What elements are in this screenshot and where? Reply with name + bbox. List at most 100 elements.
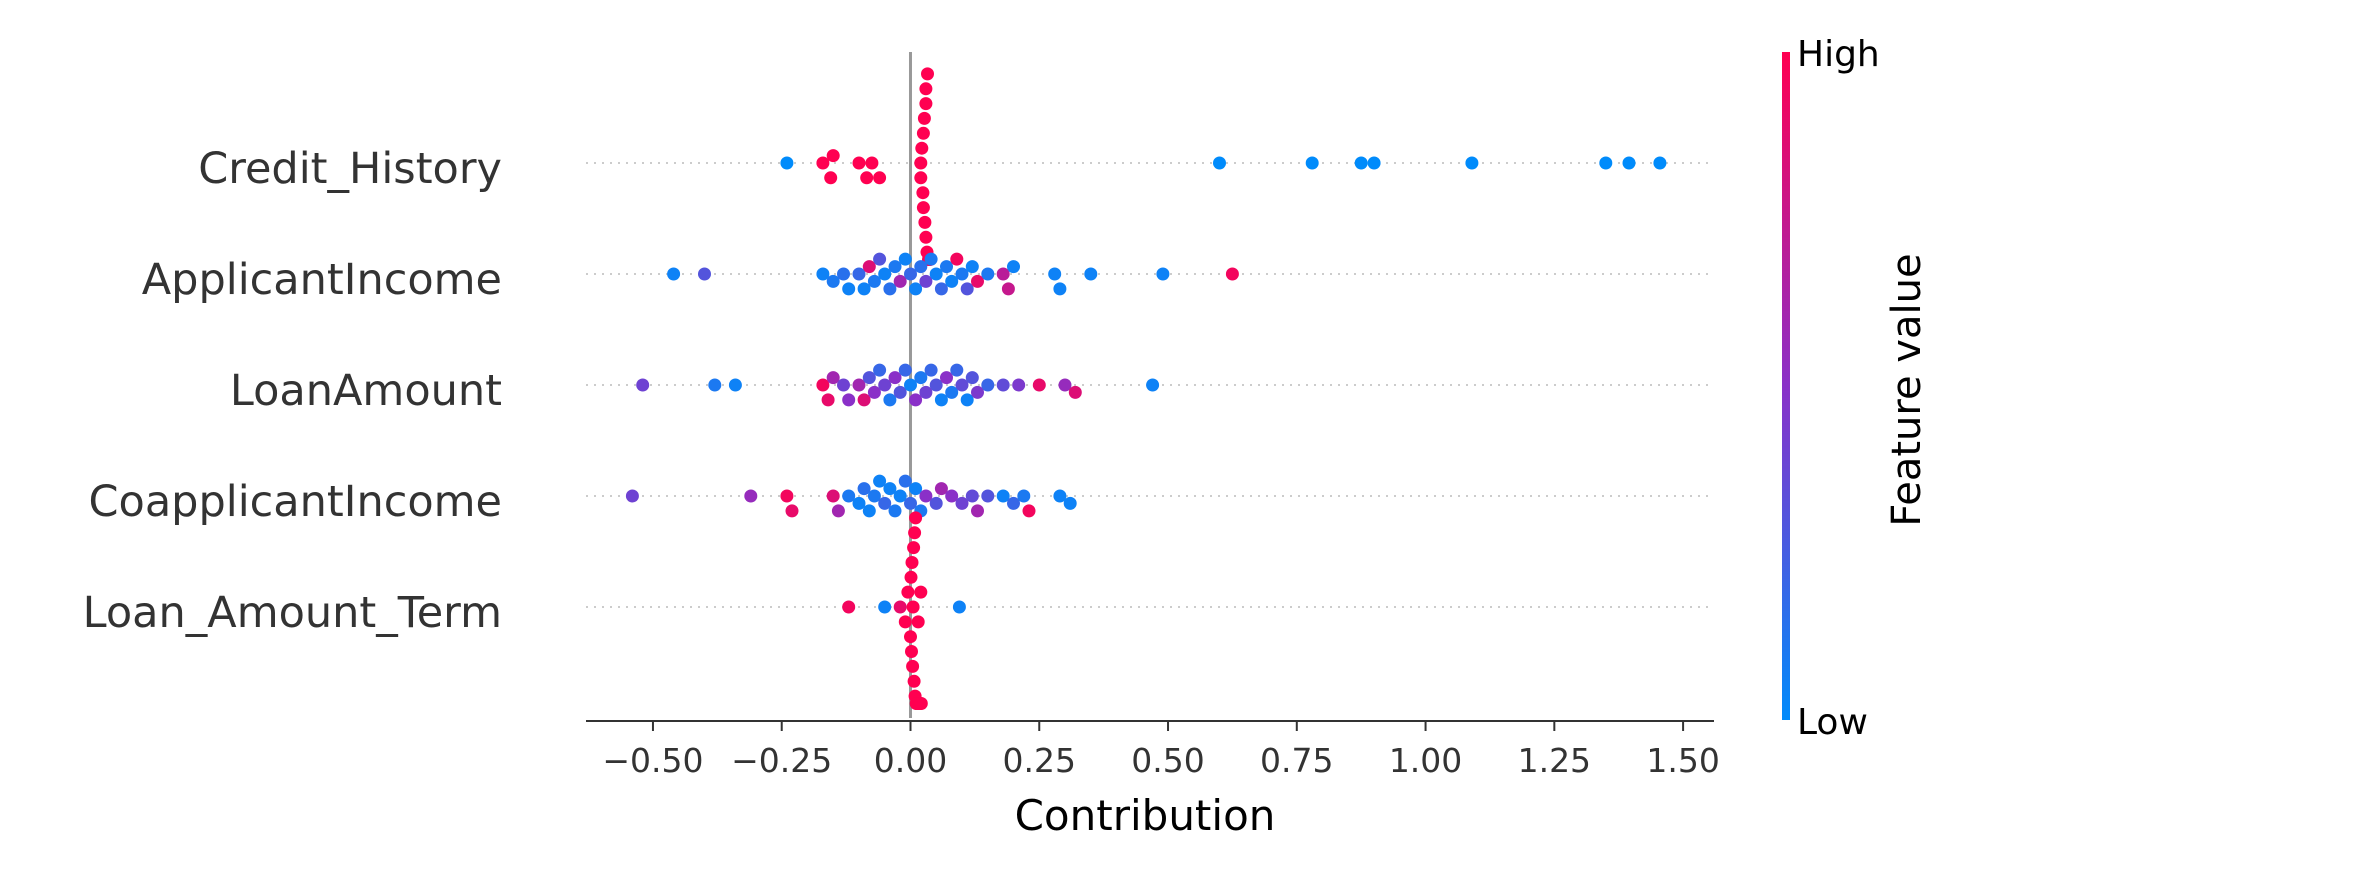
data-point-loan-amount-term bbox=[909, 511, 923, 525]
x-axis-ticks: −0.50 −0.25 0.00 0.25 0.50 0.75 1.00 1.25 1.50 bbox=[602, 721, 1720, 780]
data-point-loanamount bbox=[945, 385, 959, 399]
data-point-credit-history bbox=[1213, 156, 1226, 170]
data-point-credit-history bbox=[816, 156, 830, 170]
data-point-coapplicantincome bbox=[893, 489, 907, 503]
data-point-credit-history bbox=[873, 171, 887, 185]
data-point-applicantincome bbox=[842, 282, 856, 296]
data-point-loanamount bbox=[708, 378, 722, 392]
data-point-credit-history bbox=[914, 156, 928, 170]
data-point-coapplicantincome bbox=[826, 489, 840, 503]
data-point-credit-history bbox=[860, 171, 874, 185]
data-point-loanamount bbox=[960, 393, 974, 407]
data-point-loanamount bbox=[878, 378, 892, 392]
x-axis-title: Contribution bbox=[1015, 791, 1276, 840]
data-point-coapplicantincome bbox=[625, 489, 639, 503]
data-point-loanamount bbox=[914, 371, 928, 385]
data-point-loanamount bbox=[1032, 378, 1046, 392]
data-point-applicantincome bbox=[965, 260, 979, 274]
data-point-credit-history bbox=[919, 82, 933, 96]
colorbar-high-label: High bbox=[1797, 34, 1880, 75]
data-point-loanamount bbox=[857, 393, 871, 407]
data-point-applicantincome bbox=[945, 274, 959, 288]
data-point-applicantincome bbox=[826, 274, 840, 288]
data-point-coapplicantincome bbox=[1017, 489, 1031, 503]
feature-label-credit-history: Credit_History bbox=[198, 144, 502, 194]
data-point-applicantincome bbox=[924, 252, 938, 266]
data-point-coapplicantincome bbox=[867, 489, 881, 503]
data-point-loanamount bbox=[821, 393, 835, 407]
colorbar bbox=[1782, 52, 1790, 720]
data-point-coapplicantincome bbox=[934, 482, 948, 496]
data-point-credit-history bbox=[824, 171, 838, 185]
feature-label-applicant-income: ApplicantIncome bbox=[142, 255, 502, 305]
data-point-credit-history bbox=[919, 230, 933, 244]
data-point-loanamount bbox=[940, 371, 953, 385]
data-point-coapplicantincome bbox=[965, 489, 979, 503]
data-point-loan-amount-term bbox=[914, 697, 928, 710]
data-point-loanamount bbox=[965, 371, 979, 385]
data-point-applicantincome bbox=[893, 274, 907, 288]
data-point-coapplicantincome bbox=[1022, 504, 1036, 518]
x-tick-label: 1.00 bbox=[1389, 741, 1462, 780]
data-point-loan-amount-term bbox=[905, 556, 919, 569]
data-point-credit-history bbox=[1305, 156, 1319, 170]
data-point-applicantincome bbox=[960, 282, 974, 296]
colorbar-low-label: Low bbox=[1797, 702, 1868, 743]
data-point-credit-history bbox=[1653, 156, 1667, 170]
data-point-credit-history bbox=[916, 201, 930, 215]
data-point-loanamount bbox=[867, 385, 881, 399]
x-tick-label: 0.00 bbox=[874, 741, 947, 780]
data-point-applicantincome bbox=[883, 282, 897, 296]
data-point-applicantincome bbox=[981, 267, 995, 281]
data-point-applicantincome bbox=[857, 282, 871, 296]
data-point-credit-history bbox=[852, 156, 866, 170]
data-point-loan-amount-term bbox=[905, 645, 918, 658]
data-point-applicantincome bbox=[940, 260, 953, 274]
data-point-loan-amount-term bbox=[907, 674, 921, 688]
data-point-applicantincome bbox=[898, 252, 912, 266]
data-point-loan-amount-term bbox=[878, 600, 892, 614]
data-point-loan-amount-term bbox=[898, 615, 912, 629]
data-point-applicantincome bbox=[934, 282, 948, 296]
data-point-applicantincome bbox=[867, 274, 881, 288]
x-tick-label: 0.75 bbox=[1260, 741, 1333, 780]
data-point-applicantincome bbox=[1053, 282, 1067, 296]
data-point-loan-amount-term bbox=[914, 585, 928, 599]
data-point-loanamount bbox=[816, 378, 830, 392]
data-point-credit-history bbox=[1599, 156, 1613, 170]
data-point-loanamount bbox=[873, 363, 887, 377]
data-point-applicantincome bbox=[873, 252, 887, 266]
data-point-loanamount bbox=[934, 393, 948, 407]
data-point-coapplicantincome bbox=[857, 482, 871, 496]
data-point-credit-history bbox=[921, 67, 934, 81]
data-point-coapplicantincome bbox=[996, 489, 1010, 503]
data-point-loanamount bbox=[924, 363, 938, 377]
data-point-credit-history bbox=[915, 141, 929, 155]
data-point-loan-amount-term bbox=[908, 526, 922, 540]
data-point-applicantincome bbox=[862, 260, 876, 274]
data-point-applicantincome bbox=[667, 267, 681, 281]
data-point-coapplicantincome bbox=[785, 504, 799, 518]
data-point-loanamount bbox=[862, 371, 876, 385]
data-point-coapplicantincome bbox=[945, 489, 959, 503]
data-point-applicantincome bbox=[888, 260, 902, 274]
data-point-applicantincome bbox=[852, 267, 866, 281]
data-point-coapplicantincome bbox=[1007, 496, 1020, 510]
data-point-applicantincome bbox=[1225, 267, 1239, 281]
data-point-coapplicantincome bbox=[898, 474, 912, 488]
feature-label-loan-amount: LoanAmount bbox=[230, 366, 502, 416]
data-point-applicantincome bbox=[1007, 260, 1020, 274]
data-point-loanamount bbox=[1146, 378, 1160, 392]
data-point-loanamount bbox=[971, 385, 984, 399]
x-tick-label: −0.50 bbox=[602, 741, 703, 780]
x-tick-label: 0.50 bbox=[1131, 741, 1204, 780]
data-point-loan-amount-term bbox=[904, 570, 918, 584]
data-point-applicantincome bbox=[1156, 267, 1170, 281]
data-point-loanamount bbox=[728, 378, 742, 392]
data-point-credit-history bbox=[917, 111, 931, 125]
data-point-loanamount bbox=[636, 378, 650, 392]
data-point-credit-history bbox=[916, 126, 930, 140]
x-tick-label: −0.25 bbox=[731, 741, 832, 780]
data-point-loan-amount-term bbox=[911, 615, 925, 629]
